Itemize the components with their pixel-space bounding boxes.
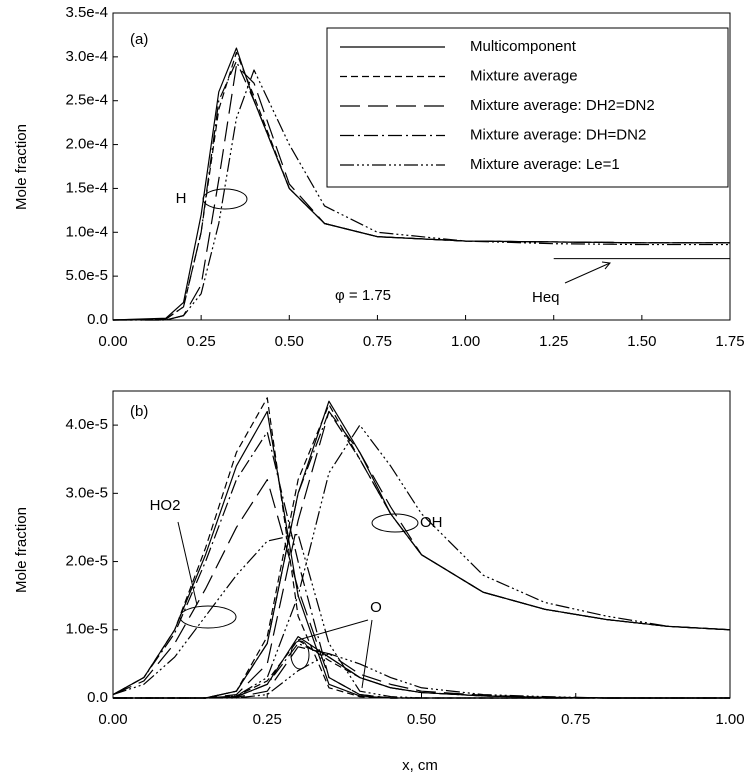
annotation-arrow bbox=[177, 521, 198, 606]
arrow-head bbox=[601, 261, 611, 270]
species-label: OH bbox=[420, 514, 443, 531]
y-tick-label: 0.0 bbox=[87, 689, 108, 706]
panel-label: (b) bbox=[130, 403, 148, 420]
legend-box bbox=[326, 27, 729, 188]
series-line bbox=[113, 424, 731, 699]
y-tick-label: 3.5e-4 bbox=[65, 4, 108, 21]
species-label: O bbox=[370, 599, 382, 616]
series-line bbox=[112, 397, 730, 699]
series-line bbox=[113, 639, 730, 699]
annotation-ellipse bbox=[371, 513, 419, 533]
series-line bbox=[112, 51, 730, 321]
y-tick-label: 4.0e-5 bbox=[65, 416, 108, 433]
x-tick-label: 0.25 bbox=[187, 333, 216, 350]
x-tick-label: 0.25 bbox=[253, 711, 282, 728]
x-tick-label: 0.50 bbox=[275, 333, 304, 350]
x-tick-label: 0.75 bbox=[363, 333, 392, 350]
y-axis-label: Mole fraction bbox=[13, 507, 30, 593]
species-label: HO2 bbox=[150, 497, 181, 514]
series-line bbox=[113, 646, 730, 699]
y-tick-label: 1.5e-4 bbox=[65, 179, 108, 196]
legend-label: Mixture average: DH=DN2 bbox=[470, 126, 646, 143]
series-line bbox=[112, 431, 730, 699]
series-line bbox=[113, 400, 731, 699]
plot-frame bbox=[112, 12, 731, 321]
x-axis-label: x, cm bbox=[402, 757, 438, 774]
y-tick-label: 5.0e-5 bbox=[65, 267, 108, 284]
series-line bbox=[112, 47, 730, 321]
y-tick-label: 1.0e-5 bbox=[65, 621, 108, 638]
series-line bbox=[113, 69, 730, 321]
series-line bbox=[113, 636, 730, 699]
annotation-arrow bbox=[564, 262, 611, 284]
legend-label: Multicomponent bbox=[470, 38, 577, 55]
x-tick-label: 0.50 bbox=[407, 711, 436, 728]
legend-label: Mixture average bbox=[470, 67, 578, 84]
y-tick-label: 3.0e-5 bbox=[65, 484, 108, 501]
annotation-arrow bbox=[361, 619, 373, 689]
x-tick-label: 0.75 bbox=[561, 711, 590, 728]
x-tick-label: 0.00 bbox=[98, 333, 127, 350]
reference-label: Heq bbox=[532, 289, 560, 306]
x-tick-label: 1.25 bbox=[539, 333, 568, 350]
annotation-ellipse bbox=[202, 188, 248, 210]
y-tick-label: 2.0e-4 bbox=[65, 136, 108, 153]
y-tick-label: 1.0e-4 bbox=[65, 223, 108, 240]
series-line bbox=[112, 533, 730, 699]
y-axis-label: Mole fraction bbox=[13, 124, 30, 210]
series-line bbox=[113, 410, 731, 699]
series-line bbox=[113, 653, 730, 699]
series-line bbox=[113, 404, 731, 699]
panel-label: (a) bbox=[130, 31, 148, 48]
series-line bbox=[112, 479, 730, 699]
species-label: H bbox=[176, 190, 187, 207]
y-tick-label: 2.5e-4 bbox=[65, 92, 108, 109]
series-line bbox=[112, 60, 730, 321]
y-tick-label: 0.0 bbox=[87, 311, 108, 328]
x-tick-label: 1.50 bbox=[627, 333, 656, 350]
annotation-ellipse bbox=[179, 605, 237, 629]
series-line bbox=[113, 642, 730, 699]
annotation-arrow bbox=[297, 619, 369, 641]
x-tick-label: 1.00 bbox=[451, 333, 480, 350]
condition-label: φ = 1.75 bbox=[335, 287, 391, 304]
legend-label: Mixture average: Le=1 bbox=[470, 156, 620, 173]
x-tick-label: 0.00 bbox=[98, 711, 127, 728]
y-tick-label: 2.0e-5 bbox=[65, 553, 108, 570]
plot-frame bbox=[112, 390, 731, 699]
legend-label: Mixture average: DH2=DN2 bbox=[470, 97, 655, 114]
y-tick-label: 3.0e-4 bbox=[65, 48, 108, 65]
x-tick-label: 1.75 bbox=[715, 333, 744, 350]
x-tick-label: 1.00 bbox=[715, 711, 744, 728]
